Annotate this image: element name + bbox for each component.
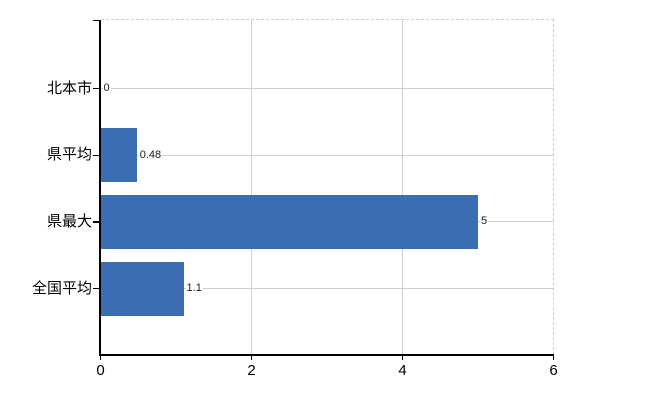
y-tick xyxy=(92,87,99,90)
horizontal-gridline xyxy=(100,88,554,90)
category-label: 県最大 xyxy=(46,212,92,230)
horizontal-gridline xyxy=(100,154,554,156)
x-tick xyxy=(99,355,102,360)
y-tick xyxy=(92,287,99,290)
vertical-gridline xyxy=(402,20,403,355)
bar xyxy=(100,194,478,249)
x-tick xyxy=(552,355,555,360)
y-tick xyxy=(92,221,99,223)
x-tick xyxy=(401,355,404,360)
bar xyxy=(100,128,137,183)
x-tick-label: 6 xyxy=(549,361,558,379)
category-label: 県平均 xyxy=(46,146,92,164)
x-axis-line xyxy=(98,353,554,356)
bar-value-label: 5 xyxy=(480,214,489,230)
category-label: 全国平均 xyxy=(31,279,92,297)
x-tick-label: 2 xyxy=(247,361,256,379)
bar xyxy=(100,261,184,316)
y-tick xyxy=(92,154,99,157)
y-axis-top-tick xyxy=(92,19,99,21)
bar-value-label: 1.1 xyxy=(185,281,203,296)
y-axis-line xyxy=(98,20,101,356)
bar-value-label: 0 xyxy=(102,81,111,97)
x-tick xyxy=(250,355,253,360)
bar-value-label: 0.48 xyxy=(138,147,163,163)
x-tick-label: 0 xyxy=(96,361,105,379)
vertical-gridline xyxy=(251,20,252,355)
x-tick-label: 4 xyxy=(398,361,407,379)
horizontal-gridline xyxy=(100,288,554,289)
category-label: 北本市 xyxy=(46,79,92,97)
